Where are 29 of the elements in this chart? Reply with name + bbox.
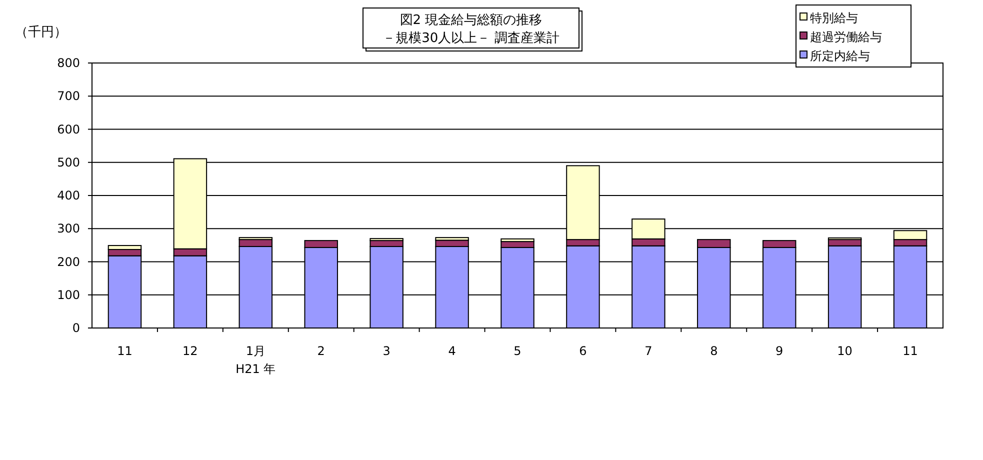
- x-tick-label: 8: [710, 344, 718, 358]
- y-tick-label: 400: [57, 188, 80, 202]
- x-tick-label: 4: [448, 344, 456, 358]
- chart-subtitle: －規模30人以上－ 調査産業計: [382, 30, 560, 46]
- legend-label: 特別給与: [810, 11, 858, 25]
- title: 図2 現金給与総額の推移 －規模30人以上－ 調査産業計: [362, 8, 582, 52]
- x-tick-label: 2: [317, 344, 325, 358]
- y-tick-label: 200: [57, 254, 80, 269]
- x-tick-label: 12: [182, 344, 198, 358]
- x-tick-label: 1月 H21 年: [236, 344, 276, 376]
- x-tick-label: 3: [382, 344, 390, 358]
- chart-title: 図2 現金給与総額の推移: [400, 13, 542, 28]
- y-tick-label: 300: [57, 222, 80, 236]
- legend-label: 所定内給与: [810, 49, 870, 63]
- y-tick-label: 800: [57, 56, 80, 70]
- x-tick-label: 11: [117, 344, 132, 358]
- x-tick-label: 9: [776, 344, 784, 358]
- y-tick-label: 600: [57, 122, 80, 136]
- x-tick-label: 6: [579, 344, 587, 358]
- y-tick-label: 100: [57, 288, 80, 302]
- y-axis-title: （千円）: [15, 25, 67, 40]
- legend-label: 超過労働給与: [810, 30, 882, 44]
- y-tick-label: 500: [57, 155, 80, 170]
- x-tick-label: 11: [902, 344, 918, 358]
- y-tick-label: 0: [72, 321, 80, 335]
- x-tick-label: 5: [514, 344, 522, 358]
- x-tick-label: 7: [644, 344, 652, 358]
- y-tick-label: 700: [57, 89, 80, 104]
- x-tick-label: 10: [837, 344, 852, 358]
